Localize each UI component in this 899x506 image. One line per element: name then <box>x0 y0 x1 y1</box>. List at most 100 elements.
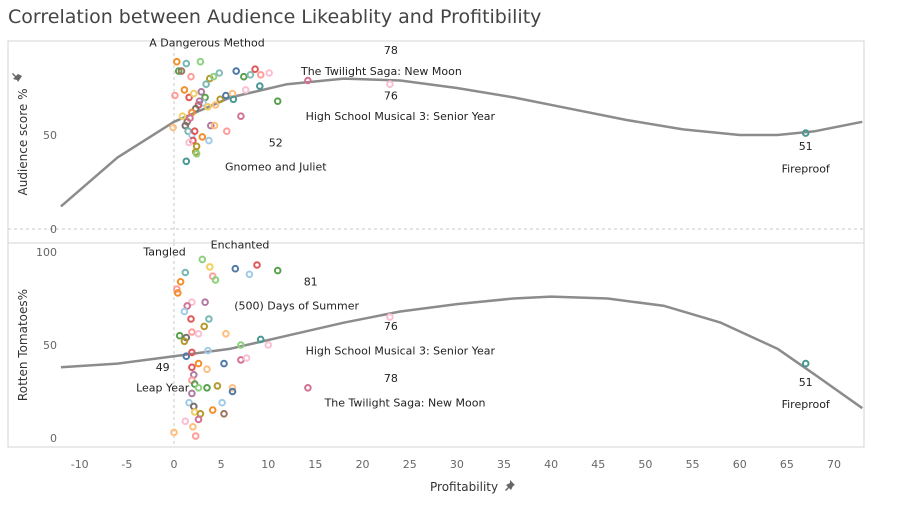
data-point[interactable] <box>180 337 189 346</box>
data-point[interactable] <box>246 71 255 79</box>
data-point[interactable] <box>169 123 177 132</box>
data-point[interactable] <box>222 330 230 338</box>
data-point[interactable] <box>173 285 181 294</box>
data-point[interactable] <box>196 57 205 66</box>
data-point[interactable] <box>223 127 231 135</box>
data-point[interactable] <box>187 315 195 323</box>
data-point[interactable] <box>186 114 194 122</box>
data-point[interactable] <box>211 276 220 284</box>
data-point[interactable] <box>190 127 199 135</box>
data-point[interactable] <box>171 91 179 100</box>
data-point[interactable] <box>213 382 222 390</box>
data-point[interactable] <box>211 101 220 109</box>
data-point[interactable] <box>241 86 250 94</box>
data-point[interactable] <box>182 59 191 68</box>
data-point[interactable] <box>205 136 213 145</box>
data-point[interactable] <box>175 331 184 340</box>
data-point[interactable] <box>187 72 195 81</box>
data-point[interactable] <box>220 410 228 418</box>
data-point[interactable] <box>801 129 810 137</box>
data-point[interactable] <box>273 97 282 105</box>
data-point[interactable] <box>204 346 212 355</box>
data-point[interactable] <box>205 315 213 323</box>
data-point[interactable] <box>177 67 186 75</box>
data-point[interactable] <box>206 263 214 271</box>
data-point[interactable] <box>185 93 193 102</box>
y-axis-pin-icon[interactable] <box>12 73 22 82</box>
data-point[interactable] <box>264 341 273 349</box>
data-point[interactable] <box>190 89 198 98</box>
data-point[interactable] <box>209 72 218 81</box>
data-point[interactable] <box>181 417 190 426</box>
data-point[interactable] <box>195 97 204 105</box>
data-point[interactable] <box>173 57 181 66</box>
data-point[interactable] <box>188 348 196 357</box>
data-point[interactable] <box>220 359 228 368</box>
data-point[interactable] <box>194 384 203 392</box>
data-point[interactable] <box>237 341 245 349</box>
data-point[interactable] <box>256 71 265 79</box>
data-point[interactable] <box>245 270 254 279</box>
x-axis-pin-icon[interactable] <box>505 480 515 491</box>
data-point[interactable] <box>203 384 211 392</box>
data-point[interactable] <box>253 261 261 269</box>
data-point[interactable] <box>231 264 240 273</box>
data-point[interactable] <box>194 330 203 338</box>
data-point[interactable] <box>182 352 191 361</box>
data-point[interactable] <box>228 387 237 396</box>
data-point[interactable] <box>188 389 196 398</box>
data-point[interactable] <box>304 76 312 85</box>
data-point[interactable] <box>192 150 201 158</box>
data-point[interactable] <box>242 354 251 362</box>
data-point[interactable] <box>198 133 207 141</box>
data-point[interactable] <box>229 95 238 104</box>
data-point[interactable] <box>273 266 282 275</box>
data-point[interactable] <box>202 80 210 88</box>
data-point[interactable] <box>191 432 200 440</box>
data-point[interactable] <box>265 69 274 77</box>
data-point[interactable] <box>181 121 190 130</box>
data-point[interactable] <box>256 335 265 344</box>
data-point[interactable] <box>256 82 264 90</box>
data-point[interactable] <box>185 138 193 147</box>
data-point[interactable] <box>207 121 215 130</box>
data-point[interactable] <box>228 384 237 392</box>
data-point[interactable] <box>240 72 248 81</box>
data-point[interactable] <box>194 415 203 424</box>
data-point[interactable] <box>203 365 211 374</box>
data-point[interactable] <box>251 65 259 73</box>
data-point[interactable] <box>185 398 193 407</box>
data-point[interactable] <box>194 359 203 368</box>
data-point[interactable] <box>191 104 200 113</box>
data-point[interactable] <box>181 268 190 277</box>
data-point[interactable] <box>170 428 178 437</box>
data-point[interactable] <box>200 322 208 331</box>
data-point[interactable] <box>198 255 207 264</box>
data-point[interactable] <box>182 157 191 166</box>
data-point[interactable] <box>210 121 219 130</box>
data-point[interactable] <box>237 112 245 120</box>
data-point[interactable] <box>232 67 240 75</box>
data-point[interactable] <box>176 278 185 286</box>
data-point[interactable] <box>174 289 182 297</box>
data-point[interactable] <box>386 80 394 88</box>
data-point[interactable] <box>174 67 183 75</box>
data-point[interactable] <box>188 328 196 336</box>
data-point[interactable] <box>208 406 217 414</box>
data-point[interactable] <box>188 363 196 372</box>
data-point[interactable] <box>183 302 191 310</box>
data-point[interactable] <box>222 91 230 100</box>
data-point[interactable] <box>188 298 196 307</box>
data-point[interactable] <box>215 69 224 77</box>
data-point[interactable] <box>178 112 187 120</box>
data-point[interactable] <box>801 359 810 368</box>
data-point[interactable] <box>180 86 189 94</box>
data-point[interactable] <box>204 103 212 111</box>
data-point[interactable] <box>228 89 237 98</box>
data-point[interactable] <box>201 298 209 307</box>
data-point[interactable] <box>180 307 189 316</box>
data-point[interactable] <box>386 313 394 321</box>
data-point[interactable] <box>189 423 197 431</box>
data-point[interactable] <box>190 380 199 388</box>
data-point[interactable] <box>216 95 224 104</box>
